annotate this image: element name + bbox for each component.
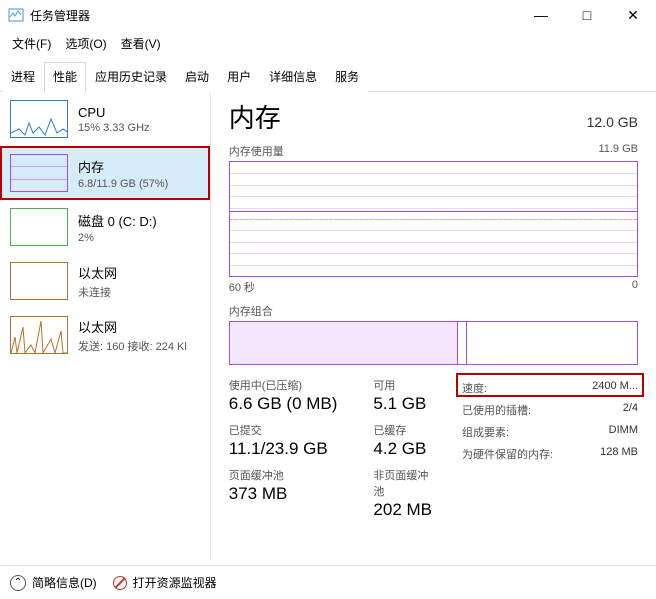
chevron-up-icon: ⌃: [10, 575, 26, 591]
sidebar-item-label: 以太网: [78, 317, 187, 336]
footer: ⌃ 简略信息(D) 打开资源监视器: [0, 565, 656, 599]
stats-info: 速度: 2400 M... 已使用的插槽: 2/4 组成要素: DIMM 为硬件…: [462, 377, 638, 520]
stat-slots: 已使用的插槽: 2/4: [462, 399, 638, 421]
stat-nonpaged-pool: 非页面缓冲池 202 MB: [373, 467, 432, 520]
memory-thumb: [10, 154, 68, 192]
brief-info-button[interactable]: ⌃ 简略信息(D): [10, 574, 97, 591]
open-resmon-button[interactable]: 打开资源监视器: [113, 574, 217, 591]
stat-reserved: 为硬件保留的内存: 128 MB: [462, 443, 638, 465]
tab-performance[interactable]: 性能: [44, 62, 86, 92]
detail-capacity: 12.0 GB: [587, 114, 638, 130]
ethernet-thumb: [10, 262, 68, 300]
menu-view[interactable]: 查看(V): [115, 32, 167, 55]
tab-services[interactable]: 服务: [326, 62, 368, 92]
sidebar-item-cpu[interactable]: CPU 15% 3.33 GHz: [0, 92, 210, 146]
window-controls: — □ ✕: [518, 0, 656, 30]
titlebar: 任务管理器 — □ ✕: [0, 0, 656, 30]
menu-file[interactable]: 文件(F): [6, 32, 57, 55]
resmon-icon: [113, 576, 127, 590]
sidebar-item-ethernet-2[interactable]: 以太网 发送: 160 接收: 224 Kl: [0, 308, 210, 362]
sidebar-item-memory[interactable]: 内存 6.8/11.9 GB (57%): [0, 146, 210, 200]
menu-options[interactable]: 选项(O): [59, 32, 112, 55]
memory-composition-chart: [229, 321, 638, 365]
sidebar-item-sub: 未连接: [78, 284, 117, 300]
stats-grid: 使用中(已压缩) 6.6 GB (0 MB) 可用 5.1 GB 已提交 11.…: [229, 377, 432, 520]
sidebar-item-label: 磁盘 0 (C: D:): [78, 211, 157, 230]
close-button[interactable]: ✕: [610, 0, 656, 30]
main-panel: 内存 12.0 GB 内存使用量 11.9 GB 60 秒 0 内存组合: [211, 92, 656, 560]
tab-details[interactable]: 详细信息: [260, 62, 326, 92]
xaxis-left: 60 秒: [229, 279, 255, 295]
comp-label: 内存组合: [229, 303, 273, 319]
maximize-button[interactable]: □: [564, 0, 610, 30]
sidebar: CPU 15% 3.33 GHz 内存 6.8/11.9 GB (57%) 磁盘…: [0, 92, 211, 560]
sidebar-item-sub: 6.8/11.9 GB (57%): [78, 178, 168, 190]
stat-committed: 已提交 11.1/23.9 GB: [229, 422, 338, 459]
cpu-thumb: [10, 100, 68, 138]
app-icon: [8, 7, 24, 23]
minimize-button[interactable]: —: [518, 0, 564, 30]
sidebar-item-disk[interactable]: 磁盘 0 (C: D:) 2%: [0, 200, 210, 254]
tab-users[interactable]: 用户: [218, 62, 260, 92]
tab-processes[interactable]: 进程: [2, 62, 44, 92]
stat-speed: 速度: 2400 M...: [462, 377, 638, 399]
sidebar-item-ethernet-1[interactable]: 以太网 未连接: [0, 254, 210, 308]
sidebar-item-label: 以太网: [78, 263, 117, 282]
xaxis-right: 0: [632, 279, 638, 295]
tab-startup[interactable]: 启动: [176, 62, 218, 92]
tabs: 进程 性能 应用历史记录 启动 用户 详细信息 服务: [0, 61, 656, 92]
sidebar-item-label: 内存: [78, 157, 168, 176]
tab-app-history[interactable]: 应用历史记录: [86, 62, 176, 92]
detail-title: 内存: [229, 98, 281, 135]
sidebar-item-label: CPU: [78, 105, 150, 120]
stat-available: 可用 5.1 GB: [373, 377, 432, 414]
usage-max: 11.9 GB: [598, 143, 638, 159]
stat-in-use: 使用中(已压缩) 6.6 GB (0 MB): [229, 377, 338, 414]
sidebar-item-sub: 15% 3.33 GHz: [78, 122, 150, 134]
sidebar-item-sub: 2%: [78, 232, 157, 244]
stat-form-factor: 组成要素: DIMM: [462, 421, 638, 443]
stat-paged-pool: 页面缓冲池 373 MB: [229, 467, 338, 520]
stat-cached: 已缓存 4.2 GB: [373, 422, 432, 459]
window-title: 任务管理器: [30, 7, 90, 24]
menubar: 文件(F) 选项(O) 查看(V): [0, 30, 656, 57]
disk-thumb: [10, 208, 68, 246]
usage-label: 内存使用量: [229, 143, 284, 159]
sidebar-item-sub: 发送: 160 接收: 224 Kl: [78, 338, 187, 354]
memory-usage-chart: [229, 161, 638, 277]
ethernet-thumb: [10, 316, 68, 354]
